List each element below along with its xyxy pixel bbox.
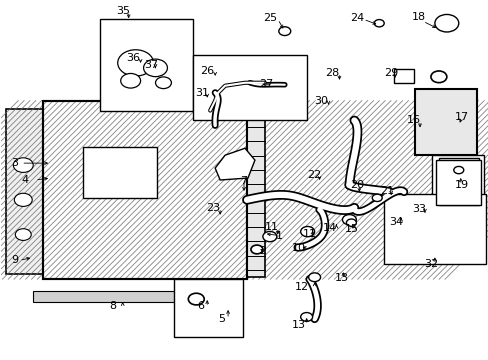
Bar	[384, 194, 485, 264]
Circle shape	[371, 194, 382, 202]
Text: 23: 23	[206, 203, 220, 213]
Circle shape	[143, 59, 167, 77]
Text: 3: 3	[11, 158, 18, 168]
Text: 6: 6	[196, 301, 203, 311]
Circle shape	[300, 312, 312, 321]
Bar	[43, 100, 246, 279]
Bar	[43, 100, 246, 279]
Text: 22: 22	[307, 170, 321, 180]
Circle shape	[14, 193, 32, 206]
Text: 7: 7	[240, 176, 247, 186]
Text: 29: 29	[383, 68, 397, 78]
Circle shape	[300, 226, 314, 237]
Bar	[393, 69, 413, 83]
Bar	[83, 147, 157, 198]
Bar	[6, 109, 43, 274]
Text: 8: 8	[109, 301, 116, 311]
Text: 16: 16	[406, 116, 420, 126]
Bar	[414, 89, 476, 155]
Text: 2: 2	[259, 247, 266, 256]
Text: 1: 1	[276, 230, 283, 240]
Circle shape	[250, 245, 263, 254]
Text: 17: 17	[454, 112, 468, 122]
Text: 24: 24	[349, 13, 364, 23]
Text: 28: 28	[325, 68, 339, 78]
Text: 13: 13	[334, 273, 348, 283]
Text: 15: 15	[344, 224, 358, 234]
Text: 34: 34	[388, 217, 403, 227]
Circle shape	[118, 50, 153, 76]
Text: 14: 14	[322, 222, 336, 233]
Bar	[246, 105, 264, 277]
Text: 9: 9	[11, 255, 18, 265]
Circle shape	[188, 293, 204, 305]
Text: 18: 18	[411, 12, 425, 22]
Circle shape	[278, 27, 290, 36]
Circle shape	[434, 14, 458, 32]
Text: 5: 5	[218, 314, 225, 324]
Text: 20: 20	[349, 180, 364, 190]
Bar	[435, 160, 480, 205]
Circle shape	[453, 166, 463, 174]
Text: 27: 27	[258, 79, 272, 89]
Text: 33: 33	[411, 204, 425, 214]
Text: 4: 4	[21, 175, 29, 185]
Circle shape	[308, 273, 320, 282]
Bar	[431, 155, 483, 215]
Bar	[193, 55, 306, 121]
Text: 32: 32	[423, 259, 437, 269]
Text: 21: 21	[379, 186, 393, 196]
Bar	[43, 100, 246, 279]
Bar	[174, 279, 243, 337]
Text: 36: 36	[126, 53, 141, 63]
Circle shape	[373, 19, 384, 27]
Bar	[438, 158, 478, 205]
Text: 11: 11	[264, 222, 278, 231]
Text: 12: 12	[294, 282, 308, 292]
Circle shape	[15, 229, 31, 240]
Circle shape	[155, 77, 171, 89]
Circle shape	[342, 215, 356, 225]
Bar	[33, 291, 198, 302]
Text: 19: 19	[454, 180, 468, 190]
Bar	[100, 19, 193, 111]
Text: 10: 10	[291, 243, 305, 253]
Circle shape	[430, 71, 446, 83]
Text: 26: 26	[200, 66, 214, 76]
Text: 35: 35	[116, 6, 129, 16]
Circle shape	[263, 231, 276, 242]
Text: 13: 13	[291, 320, 305, 330]
Text: 37: 37	[144, 60, 158, 70]
Circle shape	[346, 219, 356, 226]
Polygon shape	[215, 148, 254, 180]
Text: 11: 11	[302, 229, 316, 239]
Circle shape	[13, 158, 33, 172]
Text: 31: 31	[195, 88, 209, 98]
Text: 25: 25	[262, 13, 276, 23]
Text: 30: 30	[314, 96, 328, 105]
Circle shape	[121, 73, 141, 88]
